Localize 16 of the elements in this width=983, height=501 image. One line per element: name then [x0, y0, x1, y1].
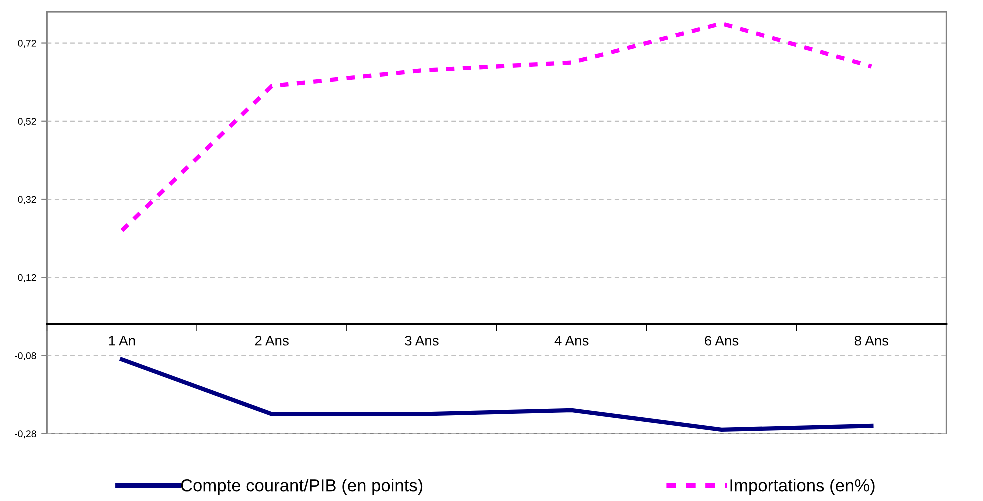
y-tick-label: 0,52	[18, 118, 36, 126]
legend-label: Importations (en%)	[730, 479, 875, 496]
x-tick-label: 3 Ans	[405, 336, 439, 346]
line-series	[120, 22, 874, 233]
y-tick-label: 0,32	[18, 196, 36, 204]
y-tick-label: 0,72	[18, 40, 36, 48]
y-tick-label: -0,28	[15, 430, 36, 439]
x-tick-label: 4 Ans	[554, 336, 589, 346]
y-tick-label: -0,08	[15, 352, 36, 361]
x-tick-label: 2 Ans	[255, 336, 289, 346]
x-tick-label: 8 Ans	[854, 336, 889, 346]
line-series	[120, 358, 874, 432]
y-tick-label: 0,12	[18, 274, 36, 282]
x-tick-label: 1 An	[109, 336, 136, 346]
legend-label: Compte courant/PIB (en points)	[181, 479, 423, 496]
x-tick-label: 6 Ans	[705, 336, 739, 346]
